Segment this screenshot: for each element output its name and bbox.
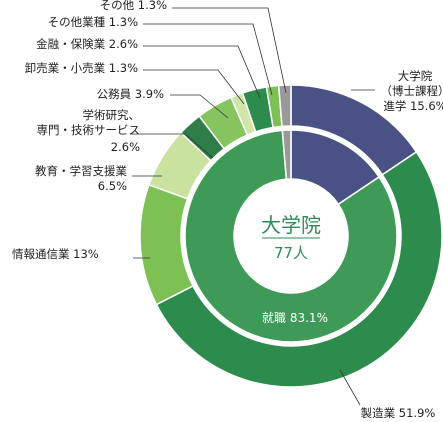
leader-lines (130, 7, 375, 406)
center-hole (234, 179, 348, 293)
outer-label-4-line-1: 専門・技術サービス (37, 123, 141, 137)
outer-label-0-line-0: 大学院 (398, 69, 433, 83)
outer-label-6-line-0: 卸売業・小売業 1.3% (25, 61, 138, 75)
center-count: 77人 (274, 244, 308, 262)
outer-ring (139, 84, 443, 388)
outer-label-5-line-0: 公務員 3.9% (97, 87, 164, 101)
leader-line-5 (170, 94, 229, 119)
outer-labels: 大学院（博士課程）進学 15.6%製造業 51.9%情報通信業 13%教育・学習… (12, 0, 443, 420)
leader-line-6 (143, 69, 245, 105)
outer-slice-1 (155, 150, 443, 388)
leader-line-9 (172, 7, 287, 94)
leader-line-4 (130, 133, 214, 159)
leader-line-7 (143, 45, 261, 99)
leader-line-1 (339, 369, 361, 406)
outer-label-8-line-0: その他業種 1.3% (48, 15, 138, 29)
outer-label-1-line-0: 製造業 51.9% (361, 406, 436, 420)
outer-label-7-line-0: 金融・保険業 2.6% (36, 37, 138, 51)
outer-label-0-line-2: 進学 15.6% (383, 99, 443, 113)
outer-label-2-line-0: 情報通信業 13% (12, 247, 99, 261)
inner-employment-label: 就職 83.1% (262, 311, 328, 325)
outer-slice-9 (277, 84, 292, 128)
inner-ring (184, 129, 398, 343)
outer-label-4-line-0: 学術研究、 (83, 108, 141, 122)
outer-label-3-line-0: 教育・学習支援業 (35, 164, 127, 178)
outer-label-9-line-0: その他 1.3% (100, 0, 167, 12)
center-title: 大学院 (261, 213, 321, 237)
leader-line-8 (143, 23, 273, 96)
outer-label-3-line-1: 6.5% (98, 179, 127, 193)
outer-label-0-line-1: （博士課程） (381, 84, 443, 98)
outer-label-4-line-2: 2.6% (111, 140, 140, 154)
